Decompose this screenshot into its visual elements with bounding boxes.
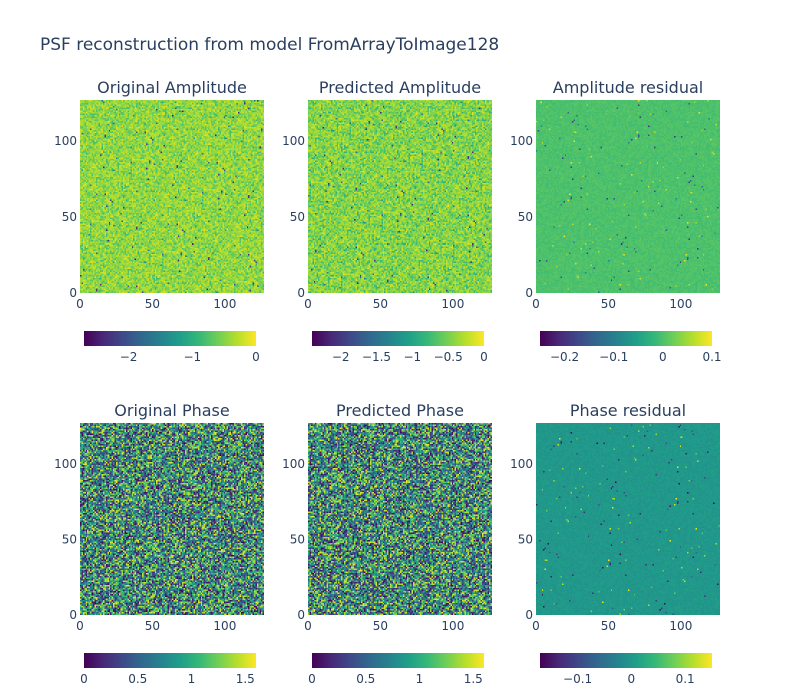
colorbar-tick-label: 0.1 (702, 350, 721, 364)
colorbar-tick-label: −0.5 (434, 350, 463, 364)
heatmap-image (80, 100, 264, 293)
figure-title: PSF reconstruction from model FromArrayT… (40, 35, 499, 55)
heatmap-panel: Phase residual 0 50 100 0 50 100 −0.1 0 0.1 (510, 401, 720, 686)
heatmap-image (536, 100, 720, 293)
colorbar-tick-label: −1 (183, 350, 201, 364)
x-tick-label: 50 (145, 297, 160, 311)
colorbar-tick-label: 1 (416, 672, 424, 686)
colorbar-tick-label: 1.5 (236, 672, 255, 686)
colorbar-tick-label: 0 (252, 350, 260, 364)
x-tick-label: 100 (441, 619, 464, 633)
heatmap-panel: Amplitude residual 0 50 100 0 50 100 −0.2 −0.1 0 0… (510, 78, 721, 364)
colorbar-tick-label: 0 (659, 350, 667, 364)
heatmap-panel: Original Phase 0 50 100 0 50 100 0 0.5 1 1.5 (54, 401, 264, 686)
x-tick-label: 0 (532, 619, 540, 633)
x-tick-label: 50 (373, 619, 388, 633)
colorbar-tick-label: −2 (332, 350, 350, 364)
colorbar-tick-label: −0.1 (599, 350, 628, 364)
y-tick-label: 100 (282, 457, 305, 471)
colorbar-tick-label: −0.1 (563, 672, 592, 686)
y-tick-label: 100 (54, 134, 77, 148)
y-tick-label: 50 (518, 532, 533, 546)
panel-title: Amplitude residual (553, 78, 703, 97)
heatmap-image (308, 100, 492, 293)
panel-title: Predicted Phase (336, 401, 464, 420)
colorbar (540, 653, 712, 668)
colorbar-tick-label: −2 (120, 350, 138, 364)
panel-title: Original Amplitude (97, 78, 247, 97)
heatmap-panel: Predicted Phase 0 50 100 0 50 100 0 0.5 1 1.5 (282, 401, 492, 686)
y-tick-label: 50 (290, 210, 305, 224)
x-tick-label: 0 (304, 619, 312, 633)
colorbar (84, 331, 256, 346)
y-tick-label: 100 (510, 134, 533, 148)
x-tick-label: 100 (441, 297, 464, 311)
colorbar-tick-label: −1 (403, 350, 421, 364)
colorbar-tick-label: 0.5 (356, 672, 375, 686)
y-tick-label: 0 (297, 608, 305, 622)
colorbar-tick-label: 0 (480, 350, 488, 364)
heatmap-image (80, 423, 264, 615)
heatmap-image (308, 423, 492, 615)
panel-title: Original Phase (114, 401, 229, 420)
y-tick-label: 100 (510, 457, 533, 471)
heatmap-image (536, 423, 720, 615)
x-tick-label: 100 (669, 297, 692, 311)
colorbar (312, 331, 484, 346)
x-tick-label: 100 (213, 297, 236, 311)
y-tick-label: 50 (62, 532, 77, 546)
y-tick-label: 0 (69, 608, 77, 622)
y-tick-label: 0 (525, 286, 533, 300)
y-tick-label: 100 (54, 457, 77, 471)
colorbar-tick-label: 0.5 (128, 672, 147, 686)
y-tick-label: 50 (290, 532, 305, 546)
x-tick-label: 100 (669, 619, 692, 633)
y-tick-label: 50 (518, 210, 533, 224)
x-tick-label: 50 (145, 619, 160, 633)
x-tick-label: 0 (532, 297, 540, 311)
colorbar-tick-label: 0.1 (676, 672, 695, 686)
colorbar-tick-label: −0.2 (550, 350, 579, 364)
panel-title: Phase residual (570, 401, 686, 420)
heatmap-panel: Predicted Amplitude 0 50 100 0 50 100 −2 −1.5 −1−… (282, 78, 492, 364)
colorbar-tick-label: 1.5 (464, 672, 483, 686)
colorbar (84, 653, 256, 668)
x-tick-label: 50 (373, 297, 388, 311)
x-tick-label: 0 (76, 619, 84, 633)
colorbar-tick-label: 0 (80, 672, 88, 686)
x-tick-label: 50 (601, 619, 616, 633)
colorbar (540, 331, 712, 346)
x-tick-label: 100 (213, 619, 236, 633)
y-tick-label: 50 (62, 210, 77, 224)
y-tick-label: 0 (525, 608, 533, 622)
panel-title: Predicted Amplitude (319, 78, 481, 97)
x-tick-label: 0 (304, 297, 312, 311)
y-tick-label: 100 (282, 134, 305, 148)
x-tick-label: 0 (76, 297, 84, 311)
y-tick-label: 0 (297, 286, 305, 300)
colorbar-tick-label: −1.5 (362, 350, 391, 364)
heatmap-panel: Original Amplitude 0 50 100 0 50 100 −2 −1 0 (54, 78, 264, 364)
colorbar-tick-label: 0 (628, 672, 636, 686)
colorbar (312, 653, 484, 668)
x-tick-label: 50 (601, 297, 616, 311)
y-tick-label: 0 (69, 286, 77, 300)
colorbar-tick-label: 1 (188, 672, 196, 686)
colorbar-tick-label: 0 (308, 672, 316, 686)
